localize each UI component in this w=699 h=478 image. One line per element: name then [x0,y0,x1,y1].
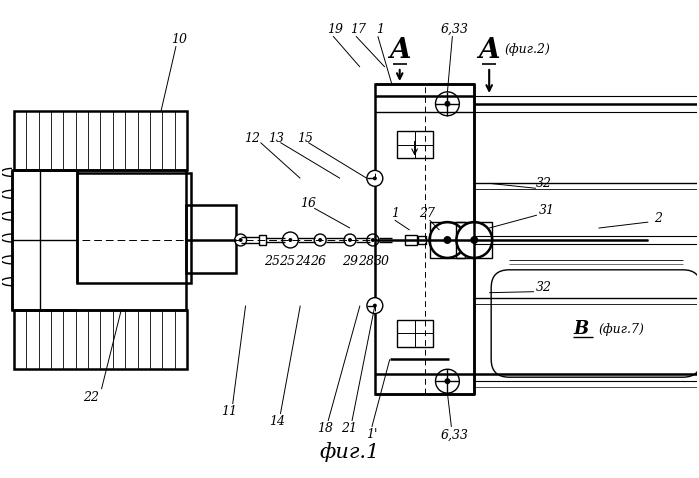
Circle shape [445,101,450,107]
Bar [417,236,426,244]
Text: A: A [478,37,500,64]
Bar [14,111,187,170]
Text: 22: 22 [83,391,99,403]
Text: 1: 1 [391,206,398,220]
Bar [397,130,433,159]
Text: 1: 1 [376,23,384,36]
Text: 24: 24 [295,255,311,268]
Text: 32: 32 [536,177,552,190]
Bar [12,170,186,310]
Text: 15: 15 [297,132,313,145]
Circle shape [318,238,322,242]
Circle shape [373,176,377,180]
Text: 26: 26 [310,255,326,268]
Text: 14: 14 [269,415,285,428]
Circle shape [235,234,247,246]
Circle shape [282,232,298,248]
Text: 12: 12 [245,132,261,145]
Text: A: A [389,37,410,64]
Text: 6,33: 6,33 [440,428,468,441]
Bar [14,310,187,369]
Text: 17: 17 [350,23,366,36]
Text: 25: 25 [264,255,280,268]
Text: 19: 19 [327,23,343,36]
Circle shape [443,236,452,244]
Bar [456,222,492,258]
Circle shape [435,92,459,116]
FancyBboxPatch shape [491,270,699,377]
Text: (фиг.7): (фиг.7) [598,323,644,336]
Text: 25: 25 [280,255,296,268]
Text: 28: 28 [358,255,374,268]
Circle shape [315,234,326,246]
Circle shape [435,369,459,393]
Text: 11: 11 [221,405,237,418]
Bar [77,174,191,283]
Text: 21: 21 [341,423,357,435]
Circle shape [348,238,352,242]
Circle shape [456,222,492,258]
Text: 1': 1' [366,428,377,441]
Circle shape [344,234,356,246]
Circle shape [367,234,379,246]
Bar [397,319,433,348]
Circle shape [367,298,383,314]
Bar [375,84,474,394]
Circle shape [367,170,383,186]
Bar [405,235,417,245]
Circle shape [371,238,375,242]
Text: 2: 2 [654,212,662,225]
Bar [429,222,466,258]
Text: 30: 30 [374,255,390,268]
Text: 10: 10 [171,33,187,46]
Circle shape [470,236,478,244]
Text: B: B [573,320,589,338]
Bar [259,235,266,245]
Circle shape [238,238,243,242]
Text: 6,33: 6,33 [440,23,468,36]
Text: 13: 13 [268,132,284,145]
Text: 18: 18 [317,423,333,435]
Circle shape [429,222,466,258]
Circle shape [445,378,450,384]
Text: 32: 32 [536,281,552,294]
Text: 16: 16 [301,197,316,210]
Text: (фиг.2): (фиг.2) [504,43,550,55]
Text: 29: 29 [342,255,358,268]
Text: 31: 31 [539,204,555,217]
Circle shape [373,304,377,308]
Bar [186,205,236,273]
Circle shape [289,238,292,242]
Text: фиг.1: фиг.1 [320,442,380,462]
Text: 27: 27 [419,206,435,220]
